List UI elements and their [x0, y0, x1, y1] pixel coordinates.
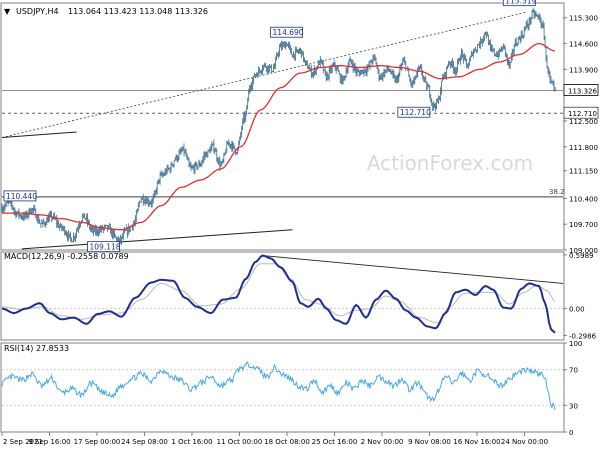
annotation-label: 112.710 — [400, 108, 431, 117]
rsi-line — [1, 361, 556, 411]
rsi-y-ticks: 100 70 30 0 — [569, 340, 582, 437]
x-tick-label: 24 Sep 08:00 — [121, 438, 168, 446]
current-price-box — [563, 84, 599, 96]
macd-frame — [0, 251, 565, 341]
rising-trend-line-dotted — [1, 11, 527, 138]
price-tick-label: 111.800 — [569, 144, 598, 152]
price-ohlc: 113.064 113.423 113.048 113.326 — [68, 7, 208, 16]
price-y-ticks: 115.300 114.600 113.900 112.500 111.800 111.1… — [569, 15, 598, 255]
macd-trend-line — [262, 255, 564, 284]
rsi-grid — [2, 342, 567, 433]
annotation-box — [3, 190, 37, 202]
annotation-label: 109.118 — [90, 243, 121, 252]
x-tick-label: 2 Nov 00:00 — [361, 438, 404, 446]
price-grid — [563, 17, 567, 251]
annotation-box — [270, 26, 303, 38]
macd-tick-label: 0.5989 — [569, 252, 594, 260]
trend-lines — [1, 11, 527, 250]
rsi-frame — [0, 342, 565, 433]
x-tick-label: 9 Sep 16:00 — [28, 438, 70, 446]
x-tick-label: 11 Oct 00:00 — [217, 438, 263, 446]
annotation-label: 114.690 — [273, 28, 304, 37]
price-tick-label: 109.700 — [569, 221, 598, 229]
watermark: ActionForex.com — [367, 151, 533, 175]
macd-tick-label: 0.00 — [569, 306, 585, 314]
rsi-tick-label: 70 — [569, 367, 578, 375]
price-tick-label: 109.000 — [569, 247, 598, 255]
price-tick-label: 115.300 — [569, 15, 598, 23]
arrow-down-icon: ▼ — [4, 7, 11, 16]
price-annotations: 115.519 114.690 112.710 110.440 109.118 — [3, 0, 537, 253]
macd-grid — [2, 254, 567, 336]
price-tick-label: 110.400 — [569, 195, 598, 203]
x-tick-label: 2 Sep 2021 — [3, 438, 43, 446]
annotation-label: 115.519 — [505, 0, 536, 6]
macd-y-ticks: 0.5989 0.00 -0.2986 — [569, 252, 597, 341]
fib-label: 38.2 — [549, 188, 565, 196]
x-tick-label: 9 Nov 08:00 — [408, 438, 451, 446]
ohlc-bars — [1, 7, 556, 245]
price-title: USDJPY,H4 — [16, 7, 59, 16]
rsi-tick-label: 100 — [569, 340, 582, 348]
price-frame — [0, 2, 565, 251]
price-tick-label: 112.500 — [569, 118, 598, 126]
rsi-title: RSI(14) 27.8533 — [4, 344, 69, 353]
trend-line-segment — [1, 131, 77, 139]
price-bars — [1, 7, 556, 245]
price-level-lines: 38.2 113.326 112.710 — [2, 84, 599, 198]
x-tick-label: 24 Nov 00:00 — [501, 438, 548, 446]
x-tick-label: 1 Oct 16:00 — [171, 438, 212, 446]
macd-main-line — [1, 254, 556, 334]
panel-frames — [0, 2, 565, 433]
macd-title: MACD(12,26,9) -0.2558 0.0789 — [4, 252, 129, 261]
price-tick-label: 113.900 — [569, 66, 598, 74]
macd-divergence-line — [262, 255, 564, 284]
current-price-label: 113.326 — [568, 88, 597, 96]
rsi-tick-label: 0 — [569, 429, 573, 437]
moving-average-line — [2, 42, 556, 231]
x-tick-label: 17 Sep 00:00 — [74, 438, 121, 446]
annotation-box — [397, 106, 431, 118]
level-price-label: 112.710 — [568, 110, 597, 118]
annotation-label: 110.440 — [6, 192, 37, 201]
level-price-box — [563, 106, 599, 119]
x-tick-label: 25 Oct 16:00 — [312, 438, 358, 446]
support-trend-line — [21, 229, 293, 250]
macd-tick-label: -0.2986 — [569, 332, 597, 340]
rsi-tick-label: 30 — [569, 402, 578, 410]
x-tick-label: 16 Nov 16:00 — [453, 438, 500, 446]
price-tick-label: 111.150 — [569, 168, 598, 176]
price-tick-label: 114.600 — [569, 41, 598, 49]
x-tick-label: 18 Oct 08:00 — [264, 438, 310, 446]
annotation-box — [87, 241, 120, 253]
annotation-box — [502, 0, 536, 7]
